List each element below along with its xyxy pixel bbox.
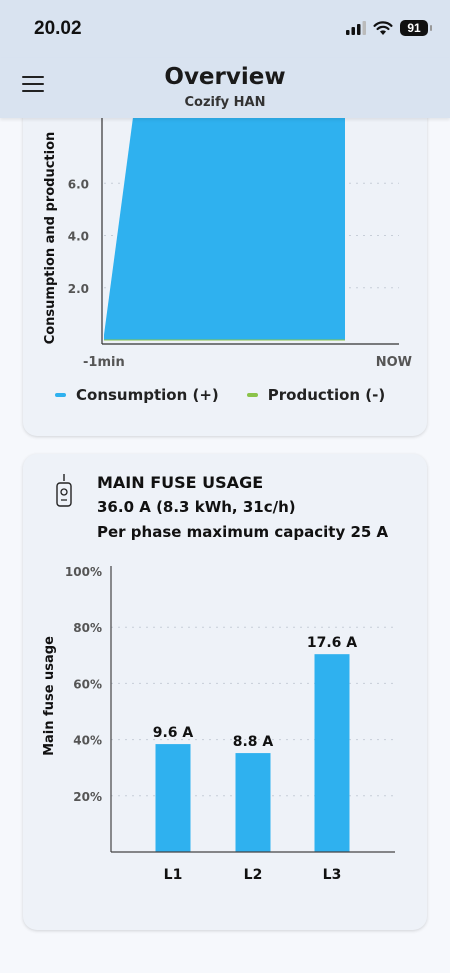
area-y-tick-label: 2.0: [68, 282, 89, 296]
bar-x-tick-label: L3: [323, 867, 342, 883]
legend-item-production[interactable]: Production (-): [246, 386, 386, 404]
fuse-bar-l2: [235, 753, 271, 852]
main-fuse-card: MAIN FUSE USAGE 36.0 A (8.3 kWh, 31c/h) …: [23, 454, 427, 930]
bar-data-label: 9.6 A: [153, 725, 194, 741]
bar-x-tick-label: L2: [244, 867, 263, 883]
consumption-area: [104, 118, 345, 340]
bar-data-label: 8.8 A: [233, 734, 274, 750]
area-x-tick-label: NOW: [376, 355, 412, 370]
fuse-current-usage: 36.0 A (8.3 kWh, 31c/h): [97, 498, 296, 516]
consumption-card: 2.0 4.0 6.0 -1min NOW Consumption and product…: [23, 88, 427, 436]
fuse-icon: [56, 474, 72, 507]
bar-y-tick-label: 40%: [73, 734, 102, 748]
status-time: 20.02: [34, 18, 82, 39]
menu-icon[interactable]: [22, 76, 44, 94]
legend-production-label: Production (-): [267, 386, 386, 404]
bar-y-axis-label: Main fuse usage: [42, 636, 57, 756]
area-x-tick-label: -1min: [83, 355, 125, 370]
legend-consumption-label: Consumption (+): [76, 386, 219, 404]
bar-y-tick-label: 80%: [73, 621, 102, 635]
legend-consumption-swatch: [55, 393, 66, 397]
area-y-tick-label: 6.0: [68, 177, 89, 191]
area-y-tick-label: 4.0: [68, 230, 89, 244]
legend-item-consumption[interactable]: Consumption (+): [55, 386, 219, 404]
legend-production-swatch: [246, 393, 258, 397]
battery-icon: 91: [400, 20, 432, 36]
fuse-capacity: Per phase maximum capacity 25 A: [97, 523, 389, 541]
signal-icon: [346, 21, 366, 35]
status-icons: 91: [346, 18, 432, 38]
wifi-icon: [373, 20, 393, 35]
page-title: Overview: [164, 64, 286, 90]
bar-y-tick-label: 20%: [73, 790, 102, 804]
bar-data-label: 17.6 A: [307, 635, 357, 651]
consumption-chart: 2.0 4.0 6.0 -1min NOW Consumption and product…: [43, 88, 412, 370]
bar-y-tick-label: 60%: [73, 677, 102, 691]
fuse-title: MAIN FUSE USAGE: [97, 473, 264, 492]
fuse-usage-chart: 20% 40% 60% 80% 100% 9.6 A L1 8.8 A L2 17.6 A L3 Ma…: [42, 565, 395, 883]
status-bar: 20.02 91: [0, 0, 450, 58]
page-subtitle: Cozify HAN: [184, 95, 266, 110]
bar-x-tick-label: L1: [164, 867, 183, 883]
app-header: Overview Cozify HAN: [0, 58, 450, 118]
consumption-legend: Consumption (+) Production (-): [55, 386, 385, 404]
fuse-bar-l1: [155, 744, 191, 852]
fuse-bar-l3: [314, 654, 350, 852]
area-y-axis-label: Consumption and production: [43, 132, 58, 345]
bar-y-tick-label: 100%: [65, 565, 102, 579]
